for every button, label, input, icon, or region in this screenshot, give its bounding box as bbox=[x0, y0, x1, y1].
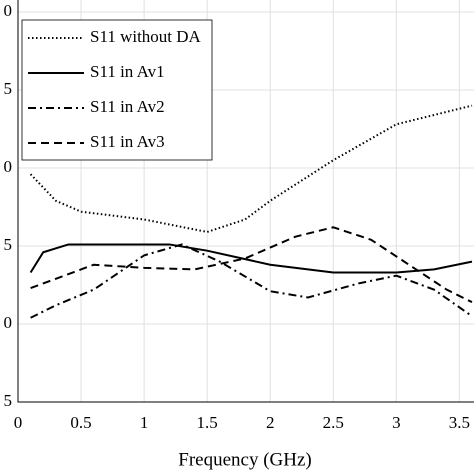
series-line bbox=[29, 104, 473, 233]
legend-label: S11 without DA bbox=[90, 27, 202, 46]
y-tick-label: 0 bbox=[4, 1, 13, 20]
x-tick-label: 0 bbox=[14, 413, 23, 432]
series-line bbox=[30, 243, 473, 319]
y-tick-label: 0 bbox=[4, 157, 13, 176]
x-tick-label: 2 bbox=[266, 413, 275, 432]
y-tick-label: 5 bbox=[4, 79, 13, 98]
y-tick-label: 0 bbox=[4, 313, 13, 332]
axes-frame bbox=[17, 0, 474, 403]
y-tick-label: 5 bbox=[4, 391, 13, 410]
y-tick-label: 5 bbox=[4, 235, 13, 254]
legend-label: S11 in Av1 bbox=[90, 62, 165, 81]
x-tick-label: 0.5 bbox=[70, 413, 91, 432]
x-tick-label: 2.5 bbox=[323, 413, 344, 432]
x-tick-label: 3.5 bbox=[449, 413, 470, 432]
x-tick-label: 3 bbox=[392, 413, 401, 432]
series-line bbox=[30, 226, 473, 304]
series-line bbox=[29, 243, 473, 274]
x-axis-label: Frequency (GHz) bbox=[178, 449, 311, 470]
legend-box bbox=[21, 19, 213, 161]
x-tick-label: 1 bbox=[140, 413, 149, 432]
legend-label: S11 in Av2 bbox=[90, 97, 165, 116]
legend-label: S11 in Av3 bbox=[90, 132, 165, 151]
x-tick-label: 1.5 bbox=[197, 413, 218, 432]
